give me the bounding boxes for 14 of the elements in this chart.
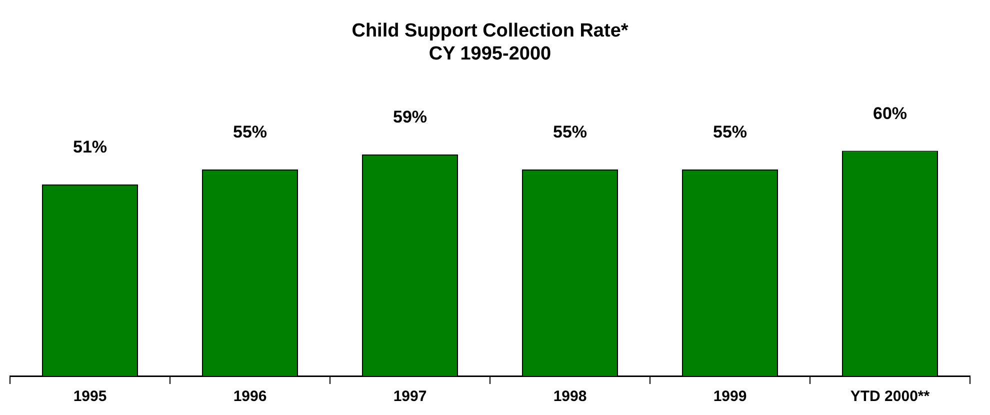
data-label: 51% <box>72 138 108 157</box>
x-tick-label: YTD 2000** <box>850 388 930 406</box>
x-tick-label: 1998 <box>553 388 587 406</box>
x-tick-label: 1999 <box>713 388 747 406</box>
x-tick-label: 1995 <box>73 388 107 406</box>
data-label: 59% <box>392 108 428 127</box>
data-label: 55% <box>552 122 588 142</box>
data-label: 55% <box>232 122 268 142</box>
data-label: 60% <box>872 104 908 123</box>
text: CY 1995-2000 <box>428 43 552 64</box>
x-tick-label: 1996 <box>233 388 267 406</box>
x-tick-label: 1997 <box>393 388 427 406</box>
data-label: 55% <box>712 122 748 142</box>
text: Child Support Collection Rate* <box>352 20 628 42</box>
